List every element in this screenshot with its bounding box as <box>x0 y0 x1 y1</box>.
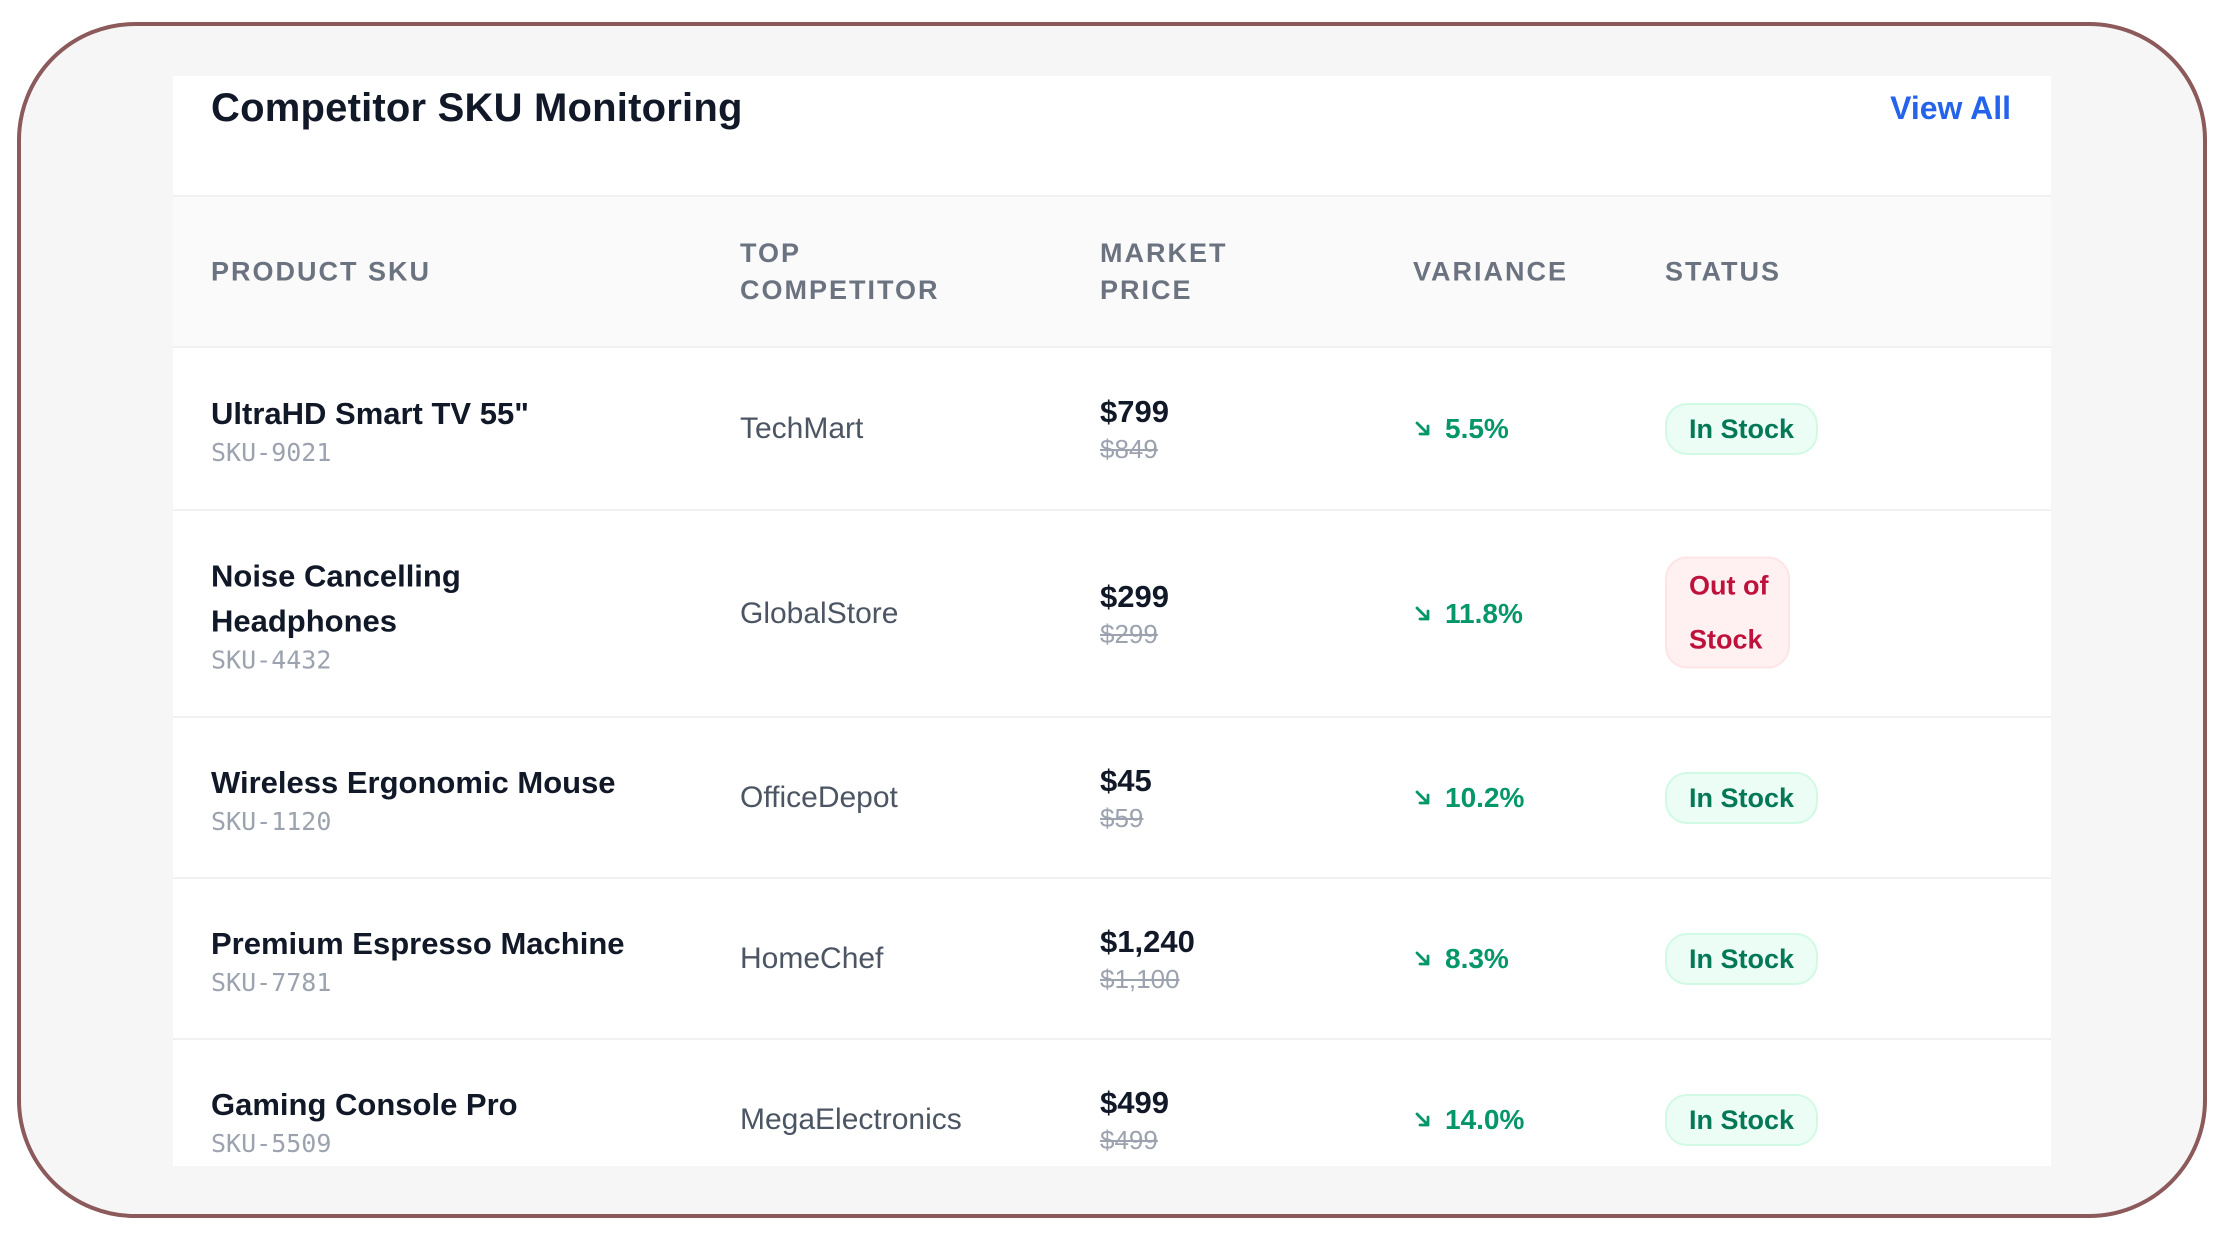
variance-cell: 10.2% <box>1413 782 1524 814</box>
product-name: UltraHD Smart TV 55" <box>211 395 529 431</box>
market-price: $799 <box>1100 393 1169 429</box>
table-row[interactable]: Premium Espresso Machine SKU-7781 HomeCh… <box>173 877 2051 1038</box>
column-header-variance[interactable]: VARIANCE <box>1413 256 1569 286</box>
price-cell: $1,240 $1,100 <box>1100 922 1195 996</box>
status-badge: In Stock <box>1665 932 1819 985</box>
column-header-status[interactable]: STATUS <box>1665 256 1781 286</box>
status-badge: In Stock <box>1665 402 1819 455</box>
market-price: $299 <box>1100 578 1169 614</box>
status-badge: Out of Stock <box>1665 556 1790 668</box>
market-price: $1,240 <box>1100 923 1195 959</box>
arrow-down-right-icon <box>1415 421 1430 435</box>
previous-price: $299 <box>1100 618 1158 649</box>
table-header: PRODUCT SKU TOP COMPETITOR MARKET PRICE … <box>173 197 2051 346</box>
variance-cell: 5.5% <box>1413 413 1509 445</box>
variance-cell: 11.8% <box>1413 598 1523 630</box>
variance-cell: 14.0% <box>1413 1104 1524 1136</box>
variance-value: 14.0% <box>1445 1103 1525 1135</box>
card-title: Competitor SKU Monitoring <box>211 86 743 130</box>
previous-price: $1,100 <box>1100 963 1180 994</box>
arrow-down-right-icon <box>1415 606 1430 620</box>
status-badge: In Stock <box>1665 771 1819 824</box>
status-cell: In Stock <box>1665 1093 1835 1146</box>
competitor-name: OfficeDepot <box>740 780 898 814</box>
variance-cell: 8.3% <box>1413 943 1509 975</box>
status-cell: Out of Stock <box>1665 556 1790 671</box>
table-row[interactable]: UltraHD Smart TV 55" SKU-9021 TechMart $… <box>173 346 2051 509</box>
competitor-name: TechMart <box>740 411 864 445</box>
table-row[interactable]: Gaming Console Pro SKU-5509 MegaElectron… <box>173 1038 2051 1166</box>
price-cell: $499 $499 <box>1100 1083 1169 1157</box>
arrow-down-right-icon <box>1415 951 1430 965</box>
variance-value: 5.5% <box>1445 412 1509 444</box>
product-sku: SKU-9021 <box>211 437 332 467</box>
product-sku: SKU-1120 <box>211 806 332 836</box>
status-cell: In Stock <box>1665 771 1835 824</box>
product-sku: SKU-7781 <box>211 967 332 997</box>
variance-value: 11.8% <box>1445 597 1523 629</box>
table-row[interactable]: Wireless Ergonomic Mouse SKU-1120 Office… <box>173 716 2051 877</box>
product-name: Premium Espresso Machine <box>211 925 625 961</box>
variance-value: 8.3% <box>1445 942 1509 974</box>
price-cell: $45 $59 <box>1100 761 1152 835</box>
product-sku: SKU-4432 <box>211 645 332 674</box>
table-row[interactable]: Noise Cancelling Headphones SKU-4432 Glo… <box>173 509 2051 716</box>
product-sku: SKU-5509 <box>211 1128 332 1158</box>
product-cell: Wireless Ergonomic Mouse SKU-1120 <box>211 760 691 836</box>
competitor-name: GlobalStore <box>740 596 899 630</box>
product-name: Noise Cancelling Headphones <box>211 558 461 638</box>
product-cell: Gaming Console Pro SKU-5509 <box>211 1082 691 1158</box>
market-price: $499 <box>1100 1084 1169 1120</box>
product-cell: UltraHD Smart TV 55" SKU-9021 <box>211 391 691 467</box>
price-cell: $799 $849 <box>1100 392 1169 466</box>
previous-price: $499 <box>1100 1124 1158 1155</box>
arrow-down-right-icon <box>1415 790 1430 804</box>
price-cell: $299 $299 <box>1100 577 1169 651</box>
status-cell: In Stock <box>1665 932 1835 985</box>
variance-value: 10.2% <box>1445 781 1525 813</box>
status-cell: In Stock <box>1665 402 1835 455</box>
competitor-name: HomeChef <box>740 941 884 975</box>
previous-price: $59 <box>1100 802 1144 833</box>
previous-price: $849 <box>1100 433 1158 464</box>
product-name: Gaming Console Pro <box>211 1086 518 1122</box>
market-price: $45 <box>1100 762 1152 798</box>
product-name: Wireless Ergonomic Mouse <box>211 764 616 800</box>
column-header-product-sku[interactable]: PRODUCT SKU <box>211 256 432 286</box>
arrow-down-right-icon <box>1415 1112 1430 1126</box>
card-header: Competitor SKU Monitoring View All <box>173 76 2051 197</box>
status-badge: In Stock <box>1665 1093 1819 1146</box>
competitor-name: MegaElectronics <box>740 1102 962 1136</box>
column-header-market-price[interactable]: MARKET PRICE <box>1100 237 1228 305</box>
column-header-top-competitor[interactable]: TOP COMPETITOR <box>740 237 940 305</box>
product-cell: Premium Espresso Machine SKU-7781 <box>211 921 691 997</box>
product-cell: Noise Cancelling Headphones SKU-4432 <box>211 553 511 674</box>
competitor-sku-card: Competitor SKU Monitoring View All PRODU… <box>173 76 2051 1166</box>
view-all-link[interactable]: View All <box>1890 90 2011 126</box>
